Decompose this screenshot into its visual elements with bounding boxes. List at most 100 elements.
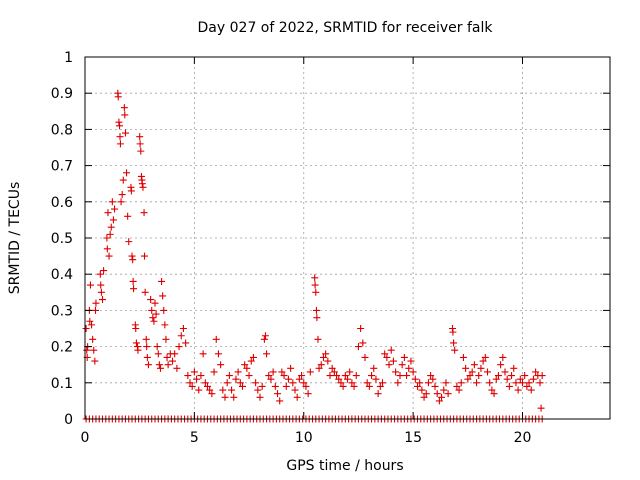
data-point [295, 375, 303, 383]
y-tick-label: 1 [64, 50, 73, 66]
data-point [462, 364, 470, 372]
data-point [96, 270, 104, 278]
data-point [245, 372, 253, 380]
data-point [263, 350, 271, 358]
data-point [89, 335, 97, 343]
data-point [291, 386, 299, 394]
data-point [383, 353, 391, 361]
data-point [519, 379, 526, 387]
data-point [109, 216, 117, 224]
data-point [317, 361, 325, 369]
data-point [374, 390, 382, 398]
data-point [350, 382, 358, 390]
y-tick-label: 0.4 [51, 267, 73, 283]
data-point [368, 372, 376, 380]
data-point [527, 386, 535, 394]
y-tick-label: 0.9 [51, 86, 73, 102]
data-point [147, 296, 155, 304]
data-point [398, 361, 406, 369]
data-point [503, 375, 511, 383]
data-point [523, 382, 531, 390]
data-point [119, 176, 127, 184]
data-point [86, 281, 94, 289]
data-point [435, 397, 443, 405]
data-point [304, 390, 312, 398]
data-point [459, 353, 467, 361]
data-point [311, 274, 319, 282]
data-point [488, 386, 496, 394]
data-point [339, 382, 347, 390]
data-point [141, 252, 148, 260]
data-point [409, 368, 417, 376]
data-point [90, 346, 98, 354]
data-point [468, 368, 476, 376]
data-point [219, 386, 227, 394]
data-point [335, 375, 343, 383]
data-point [127, 187, 135, 195]
data-point [139, 183, 147, 191]
data-point [516, 375, 524, 383]
data-point [510, 364, 518, 372]
data-point [120, 104, 128, 112]
axis-ticks [84, 56, 610, 420]
data-point [407, 357, 415, 365]
data-point [116, 140, 124, 148]
data-point [140, 209, 148, 217]
data-point [129, 256, 137, 264]
data-point [92, 299, 100, 307]
data-point [132, 339, 140, 347]
data-point [293, 393, 301, 401]
data-point [337, 379, 345, 387]
data-point [134, 346, 142, 354]
data-point [418, 386, 426, 394]
data-point [400, 353, 408, 361]
data-point [130, 285, 138, 293]
data-point [444, 390, 452, 398]
x-tick-label: 20 [514, 430, 532, 446]
data-point [532, 368, 540, 376]
data-point [103, 234, 111, 242]
data-point [300, 379, 308, 387]
data-point [225, 372, 233, 380]
data-point [208, 390, 216, 398]
data-point [282, 382, 290, 390]
data-point [137, 147, 145, 155]
data-point [385, 361, 393, 369]
data-point [265, 372, 273, 380]
data-point [326, 372, 334, 380]
x-tick-label: 0 [81, 430, 90, 446]
data-point [357, 325, 365, 332]
data-point [217, 361, 225, 369]
data-point [223, 379, 231, 387]
data-point [141, 288, 149, 296]
y-tick-label: 0 [64, 412, 73, 428]
data-point [484, 368, 491, 376]
y-tick-label: 0.2 [51, 340, 73, 356]
data-point [186, 379, 194, 387]
data-point [536, 379, 544, 387]
data-point [241, 361, 249, 369]
data-point [125, 238, 133, 246]
data-point [314, 335, 322, 343]
data-point [372, 375, 380, 383]
y-tick-label: 0.5 [51, 231, 73, 247]
data-point [228, 386, 236, 394]
data-point [359, 339, 367, 347]
data-point [162, 335, 170, 343]
data-point [143, 343, 151, 351]
data-point [154, 350, 162, 358]
data-point [175, 343, 183, 351]
data-point [132, 325, 140, 332]
data-point [156, 364, 164, 372]
data-point [438, 393, 446, 401]
data-point [429, 375, 437, 383]
data-point [107, 223, 115, 231]
data-point [82, 325, 90, 332]
data-point [169, 357, 176, 365]
data-point [92, 306, 99, 314]
data-point [267, 375, 275, 383]
y-tick-label: 0.8 [51, 122, 73, 138]
data-point [151, 299, 159, 307]
data-point [538, 372, 546, 380]
data-point [99, 296, 106, 304]
